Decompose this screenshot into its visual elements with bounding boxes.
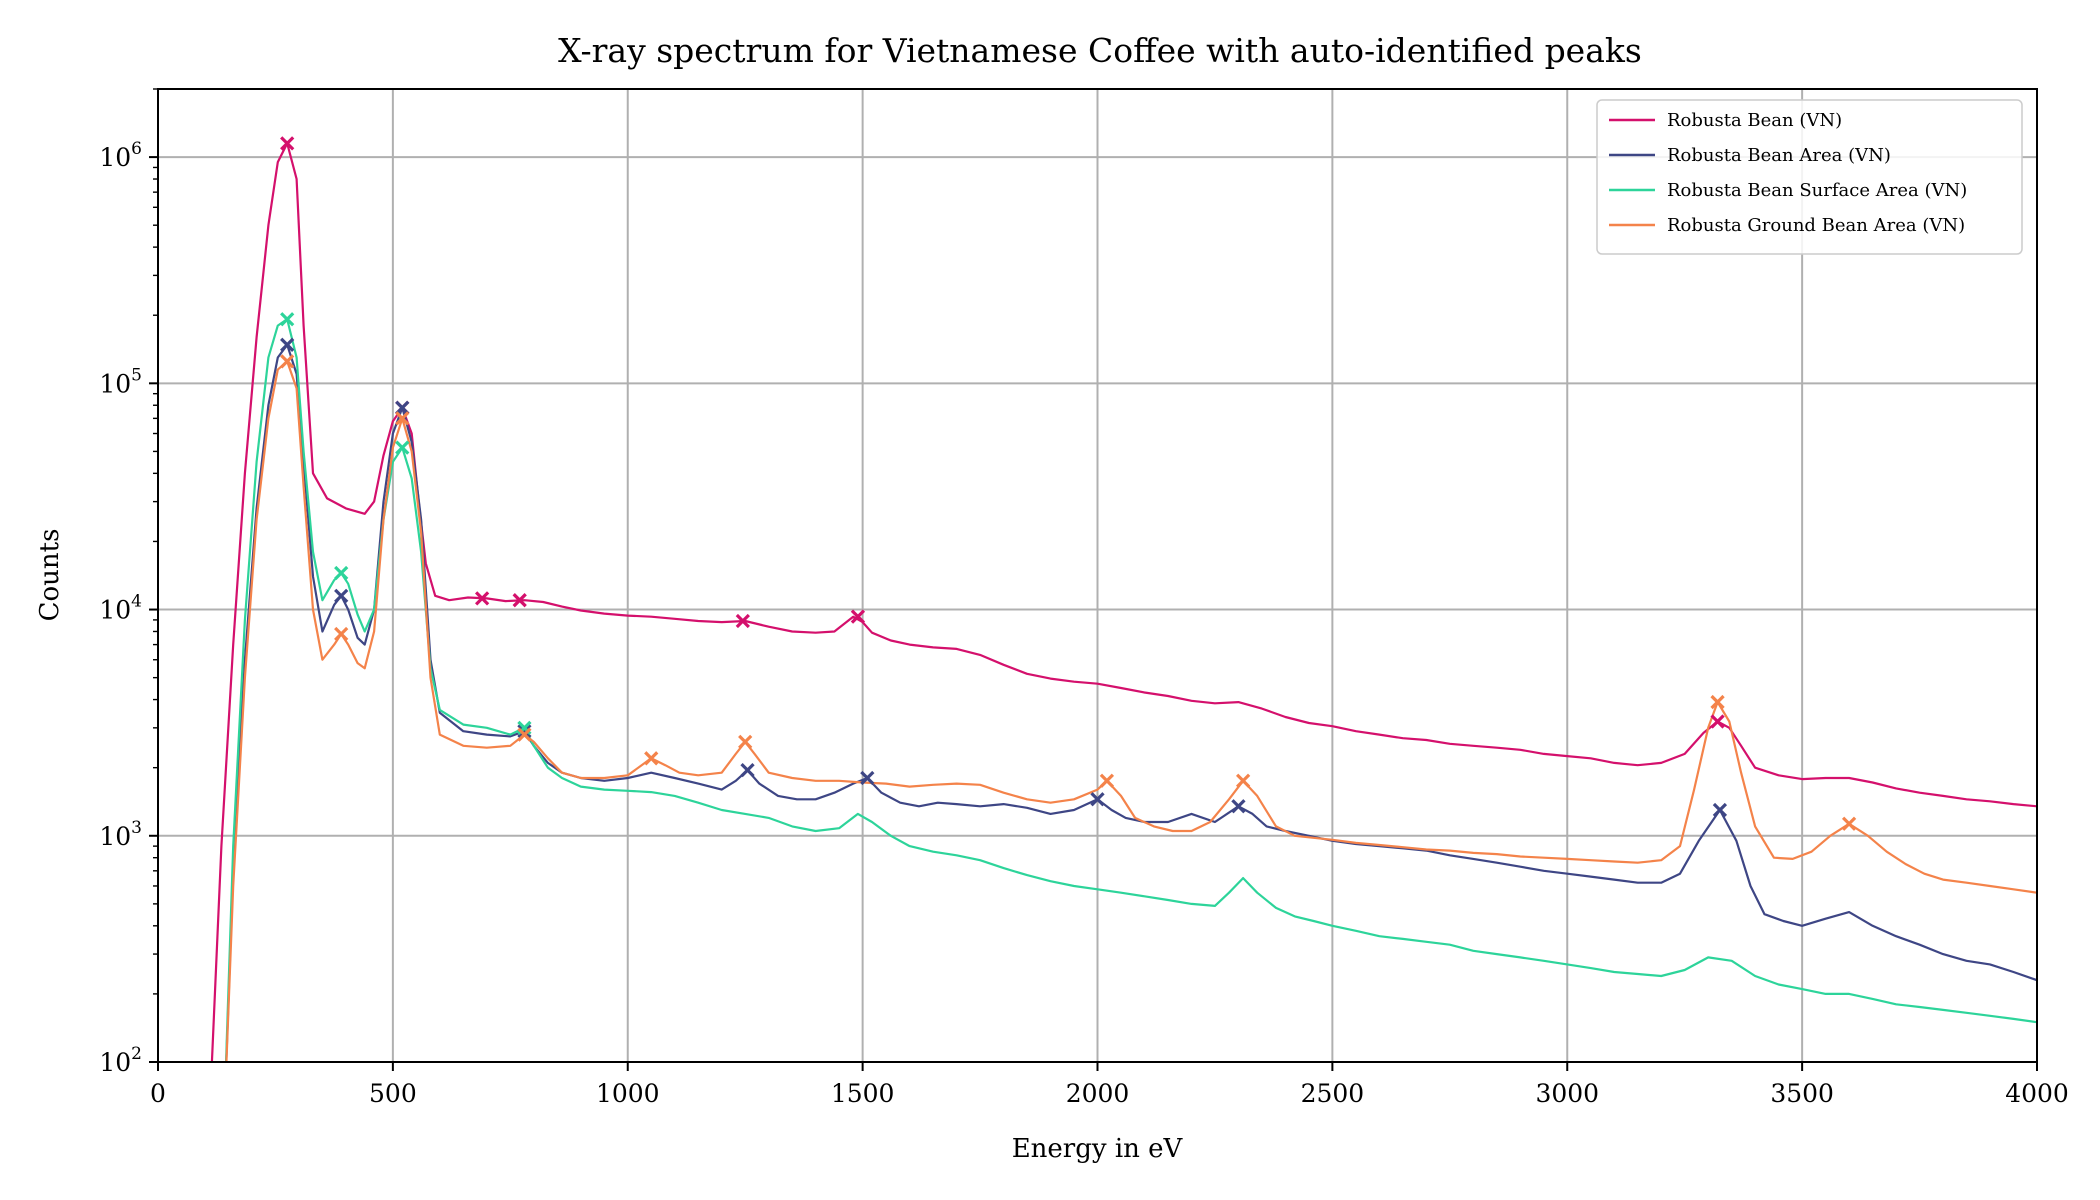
peak-marker <box>517 727 532 742</box>
peak-marker <box>1710 714 1725 729</box>
peak-marker <box>1710 694 1725 710</box>
y-tick-label: 106 <box>99 139 142 172</box>
legend-box <box>1596 99 2023 255</box>
peak-marker <box>474 591 490 606</box>
x-axis-label: Energy in eV <box>1012 1134 1184 1164</box>
legend: Robusta Bean (VN) Robusta Bean Area (VN) R… <box>1596 99 2023 255</box>
peak-marker <box>334 588 349 603</box>
y-tick-exponent: 3 <box>131 818 142 838</box>
peak-marker <box>334 565 349 581</box>
peak-marker <box>512 593 527 608</box>
y-tick-base: 10 <box>99 822 131 851</box>
x-tick-label: 2000 <box>1066 1079 1130 1108</box>
y-axis-label: Counts <box>35 529 65 622</box>
peak-marker <box>395 400 410 415</box>
peak-markers <box>280 136 1857 831</box>
legend-label: Robusta Bean Area (VN) <box>1667 145 1891 166</box>
x-axis-ticks: 0 500 1000 1500 2000 2500 3000 3500 4000 <box>150 1062 2069 1108</box>
y-tick-label: 103 <box>99 818 142 851</box>
legend-label: Robusta Bean (VN) <box>1667 110 1842 131</box>
peak-marker <box>1099 773 1115 788</box>
x-tick-label: 3000 <box>1535 1079 1599 1108</box>
y-tick-exponent: 2 <box>131 1044 142 1064</box>
peak-marker <box>517 724 532 739</box>
y-tick-base: 10 <box>99 596 131 625</box>
x-tick-label: 4000 <box>2005 1079 2069 1108</box>
peak-marker <box>850 609 866 624</box>
x-tick-label: 3500 <box>1770 1079 1834 1108</box>
y-tick-exponent: 5 <box>131 365 142 385</box>
legend-label: Robusta Ground Bean Area (VN) <box>1667 215 1965 236</box>
peak-marker <box>735 613 750 629</box>
y-tick-label: 105 <box>99 365 142 398</box>
series-line-2 <box>225 343 2037 1062</box>
series-line-3 <box>224 318 2037 1062</box>
series-layer <box>210 142 2037 1062</box>
y-tick-exponent: 6 <box>131 139 142 159</box>
peak-marker <box>280 136 295 151</box>
peak-marker <box>1231 799 1246 814</box>
peak-marker <box>280 354 295 369</box>
y-tick-exponent: 4 <box>131 592 142 612</box>
x-tick-label: 0 <box>150 1079 166 1108</box>
series-line-4 <box>225 360 2037 1062</box>
peak-marker <box>280 312 295 327</box>
peak-marker <box>1712 802 1728 818</box>
peak-marker <box>395 440 410 455</box>
peak-marker <box>334 626 349 642</box>
peak-marker <box>738 734 753 750</box>
peak-marker <box>395 411 410 426</box>
legend-label: Robusta Bean Surface Area (VN) <box>1667 180 1967 201</box>
y-tick-label: 104 <box>99 592 142 625</box>
series-line-1 <box>210 142 2037 1062</box>
peak-marker <box>280 337 295 352</box>
peak-marker <box>1841 816 1857 831</box>
x-tick-label: 1000 <box>596 1079 660 1108</box>
y-tick-base: 10 <box>99 143 131 172</box>
x-tick-label: 500 <box>369 1079 417 1108</box>
y-tick-label: 102 <box>99 1044 142 1077</box>
y-tick-base: 10 <box>99 1048 131 1077</box>
peak-marker <box>644 751 659 766</box>
peak-marker <box>860 770 875 786</box>
peak-marker <box>1235 773 1251 788</box>
x-tick-label: 1500 <box>831 1079 895 1108</box>
chart-title: X-ray spectrum for Vietnamese Coffee wit… <box>558 31 1642 70</box>
y-tick-base: 10 <box>99 369 131 398</box>
peak-marker <box>1090 792 1105 807</box>
peak-marker <box>740 763 755 778</box>
x-tick-label: 2500 <box>1301 1079 1365 1108</box>
